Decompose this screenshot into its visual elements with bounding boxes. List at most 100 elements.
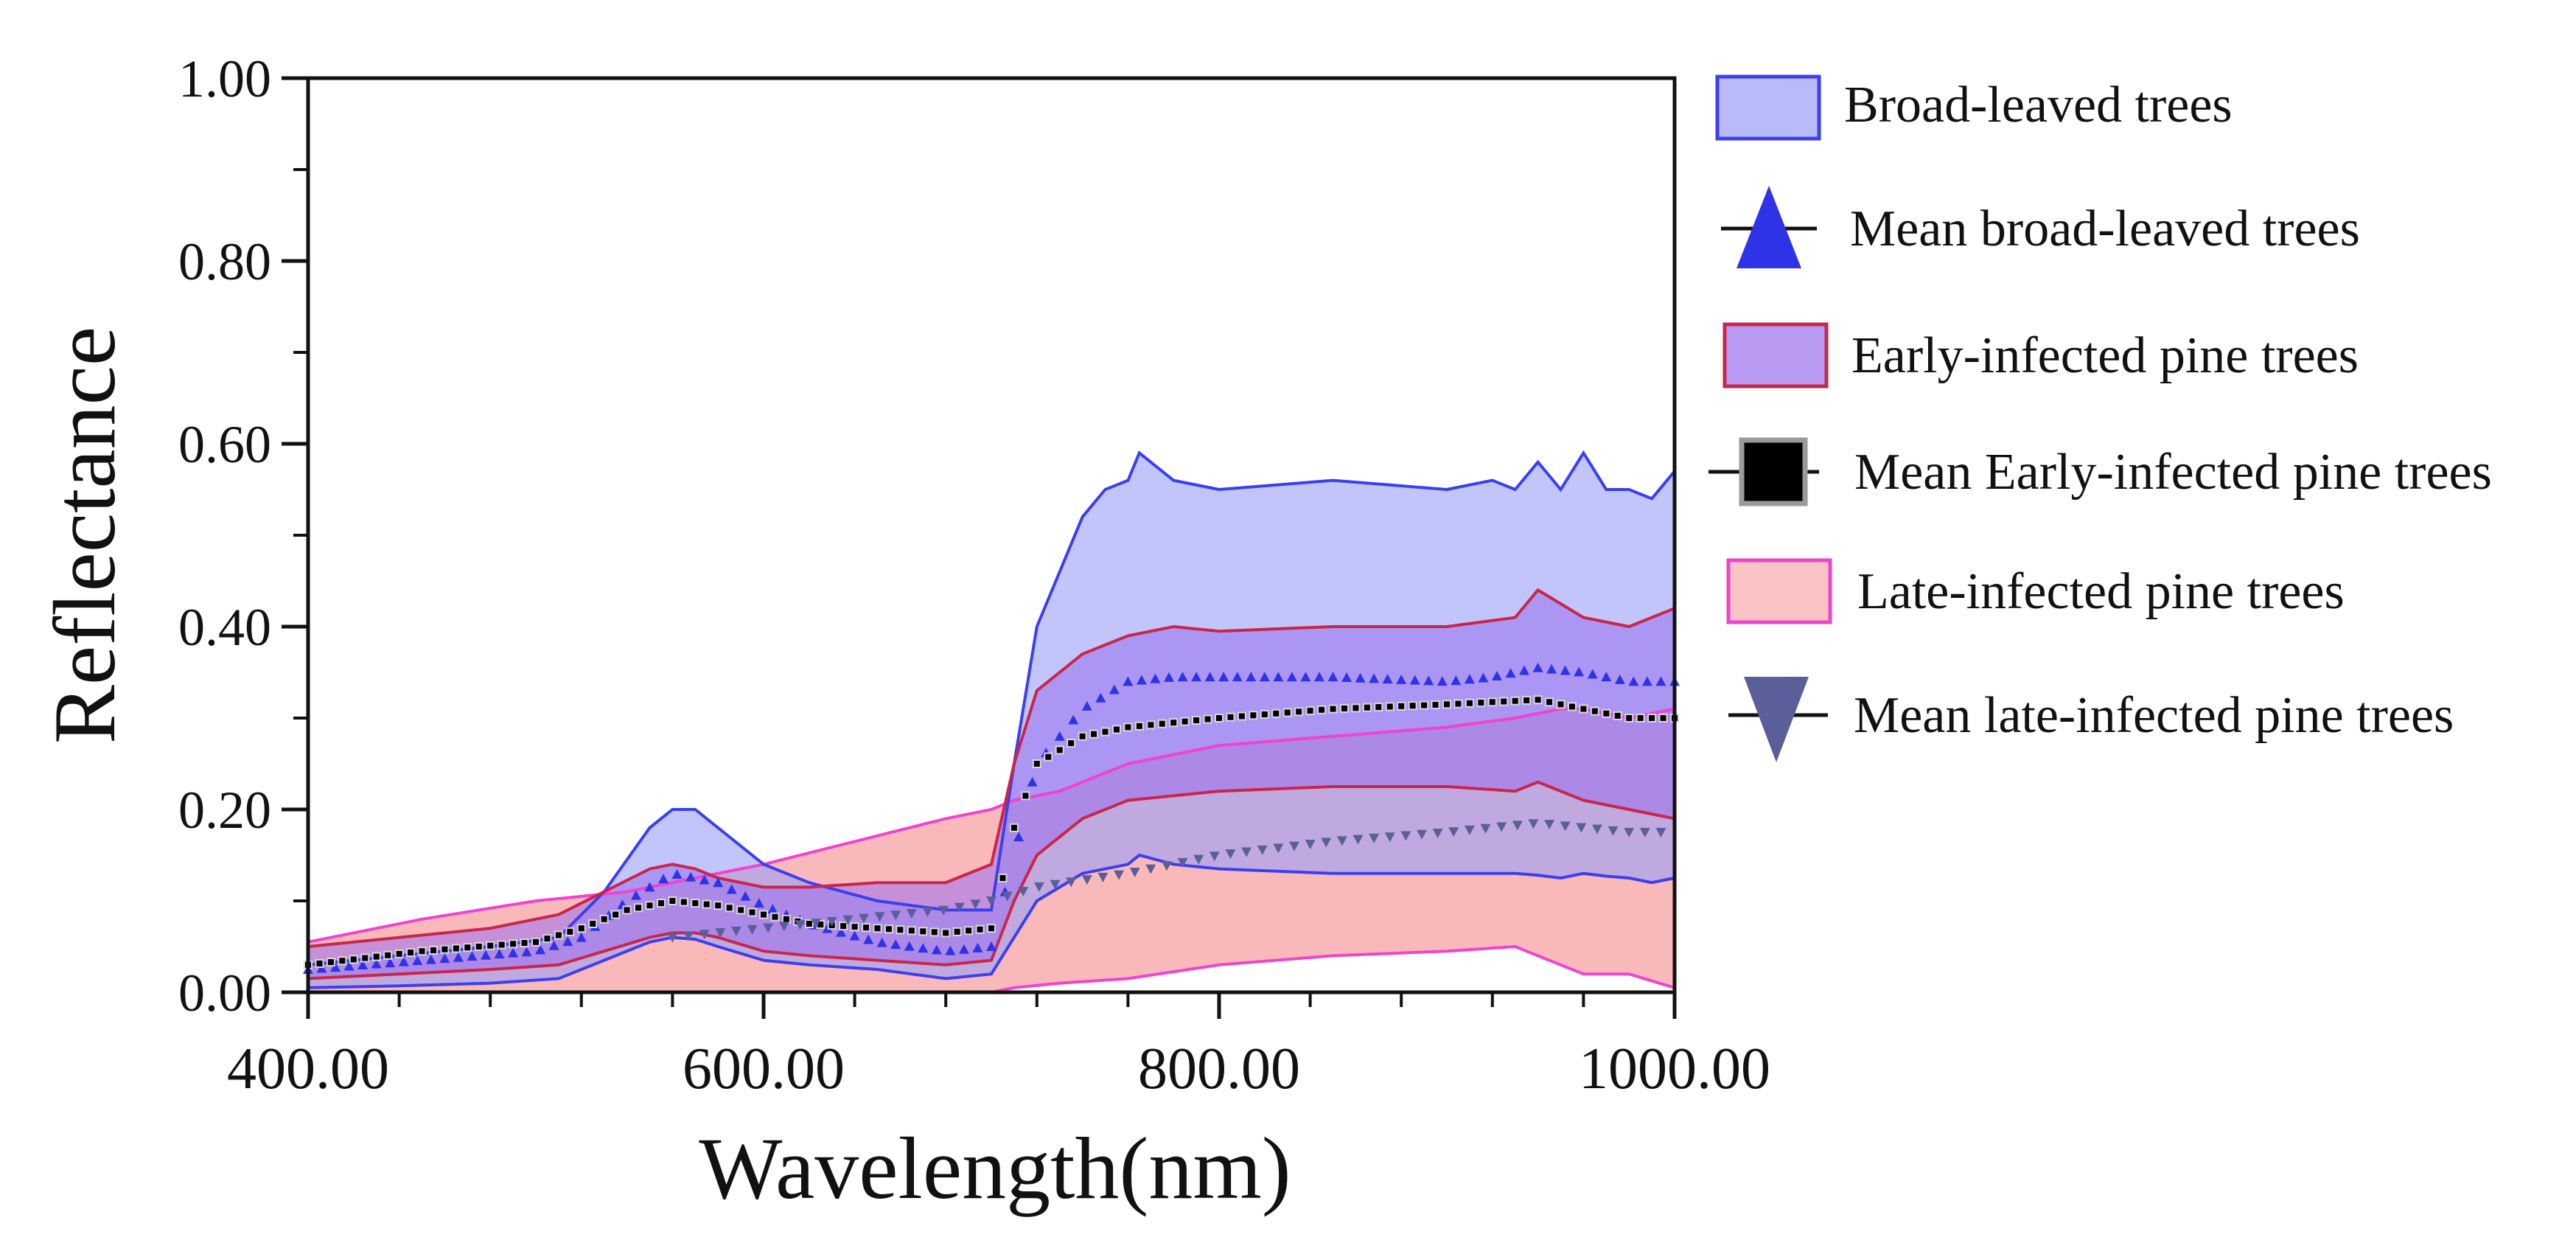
mean-early-marker [929,927,939,937]
mean-broad-marker [1341,672,1352,682]
x-tick-label: 1000.00 [1579,1037,1770,1101]
mean-early-marker [668,896,677,905]
mean-broad-marker [1464,674,1475,684]
mean-early-marker [622,905,632,915]
mean-early-marker [1203,714,1212,724]
axes: 0.00 0.20 0.40 0.60 0.80 1.00 400.00 600.00 800.… [178,49,1770,1101]
mean-early-marker [417,947,427,956]
mean-broad-marker [1601,672,1612,682]
mean-broad-marker [753,898,764,908]
mean-late-marker [1177,857,1188,868]
mean-early-marker [884,924,893,934]
mean-broad-marker [1641,676,1652,686]
mean-broad-marker [1327,672,1338,682]
mean-early-marker [611,910,621,919]
mean-late-marker [1050,880,1061,890]
mean-early-marker [1169,718,1179,728]
mean-early-marker [1442,700,1451,709]
band-upper-line-broad-leaved [307,450,1676,966]
mean-early-marker [1260,710,1269,720]
mean-early-marker [1123,722,1133,732]
mean-early-marker [1545,697,1554,707]
mean-broad-marker [343,961,355,971]
band-upper-line-late-infected [307,707,1675,944]
mean-broad-marker [1218,672,1229,682]
band-lower-line-early-infected [307,780,1675,980]
mean-broad-marker [931,944,942,955]
mean-early-marker [1420,700,1429,710]
mean-early-marker [1579,704,1588,714]
mean-early-marker [1465,698,1474,708]
mean-early-marker [896,925,905,935]
mean-early-marker [1590,706,1599,716]
mean-broad-marker [904,941,915,951]
mean-early-marker [338,956,347,966]
y-tick-label: 0.80 [178,232,271,291]
mean-broad-marker [836,927,847,937]
mean-late-marker [1002,891,1013,902]
mean-early-marker [1499,697,1509,706]
mean-broad-marker [481,950,492,960]
y-axis-title: Reflectance [35,327,133,744]
mean-early-marker [371,952,381,961]
mean-early-marker [1624,714,1634,722]
mean-early-marker [975,924,985,934]
mean-late-marker [1305,840,1316,850]
mean-early-marker [1237,711,1246,721]
mean-broad-marker [699,874,710,885]
mean-early-marker [1146,720,1156,730]
mean-broad-marker [890,939,901,950]
mean-early-marker [634,903,643,913]
mean-early-marker [781,914,791,924]
mean-early-marker [1453,699,1463,708]
mean-broad-marker [863,934,874,944]
band-fills [308,453,1675,992]
mean-late-marker [1081,875,1092,885]
legend-label-early-infected-pine-trees: Early-infected pine trees [1851,327,2359,384]
legend-marker-square-icon [1739,437,1808,506]
mean-early-marker [1192,716,1201,725]
mean-broad-marker [385,958,396,968]
mean-broad-marker [1191,672,1202,682]
mean-broad-marker [562,936,573,947]
mean-broad-marker [1369,673,1380,683]
mean-early-marker [1397,701,1406,711]
mean-late-marker [874,912,885,922]
mean-early-marker [1647,714,1657,722]
x-tick-label: 800.00 [1138,1037,1300,1101]
mean-early-marker [679,897,688,907]
mean-late-marker [811,919,822,929]
mean-broad-marker [1164,672,1175,682]
mean-late-marker [1544,820,1555,830]
mean-markers [303,662,1680,974]
mean-broad-marker [535,944,546,955]
mean-broad-marker [1095,692,1106,703]
mean-early-marker [747,908,757,917]
mean-early-marker [702,899,711,909]
legend-label-mean-early-infected-pine-trees: Mean Early-infected pine trees [1854,444,2492,501]
mean-late-marker [1209,851,1220,862]
mean-broad-marker [1204,672,1215,682]
legend-swatch-early-infected-pine-trees [1722,322,1829,389]
mean-early-marker [1134,721,1144,731]
mean-early-marker [1476,698,1486,708]
mean-broad-marker [1273,672,1284,682]
mean-broad-marker [1286,672,1297,682]
mean-broad-marker [1109,684,1120,694]
mean-broad-marker [330,962,341,972]
mean-early-marker [1636,714,1645,722]
mean-early-marker [1317,705,1327,714]
y-tick-label: 0.00 [178,964,271,1023]
mean-broad-marker [439,953,450,964]
mean-early-marker [1522,695,1532,705]
mean-broad-marker [1614,674,1625,684]
mean-broad-marker [1532,662,1543,672]
mean-early-marker [1044,752,1053,762]
mean-late-marker [667,933,678,943]
mean-broad-marker [644,882,655,892]
mean-broad-marker [1013,832,1025,842]
band-fill-early-infected [308,590,1675,979]
mean-late-marker [986,896,996,906]
mean-late-marker [1496,822,1507,832]
